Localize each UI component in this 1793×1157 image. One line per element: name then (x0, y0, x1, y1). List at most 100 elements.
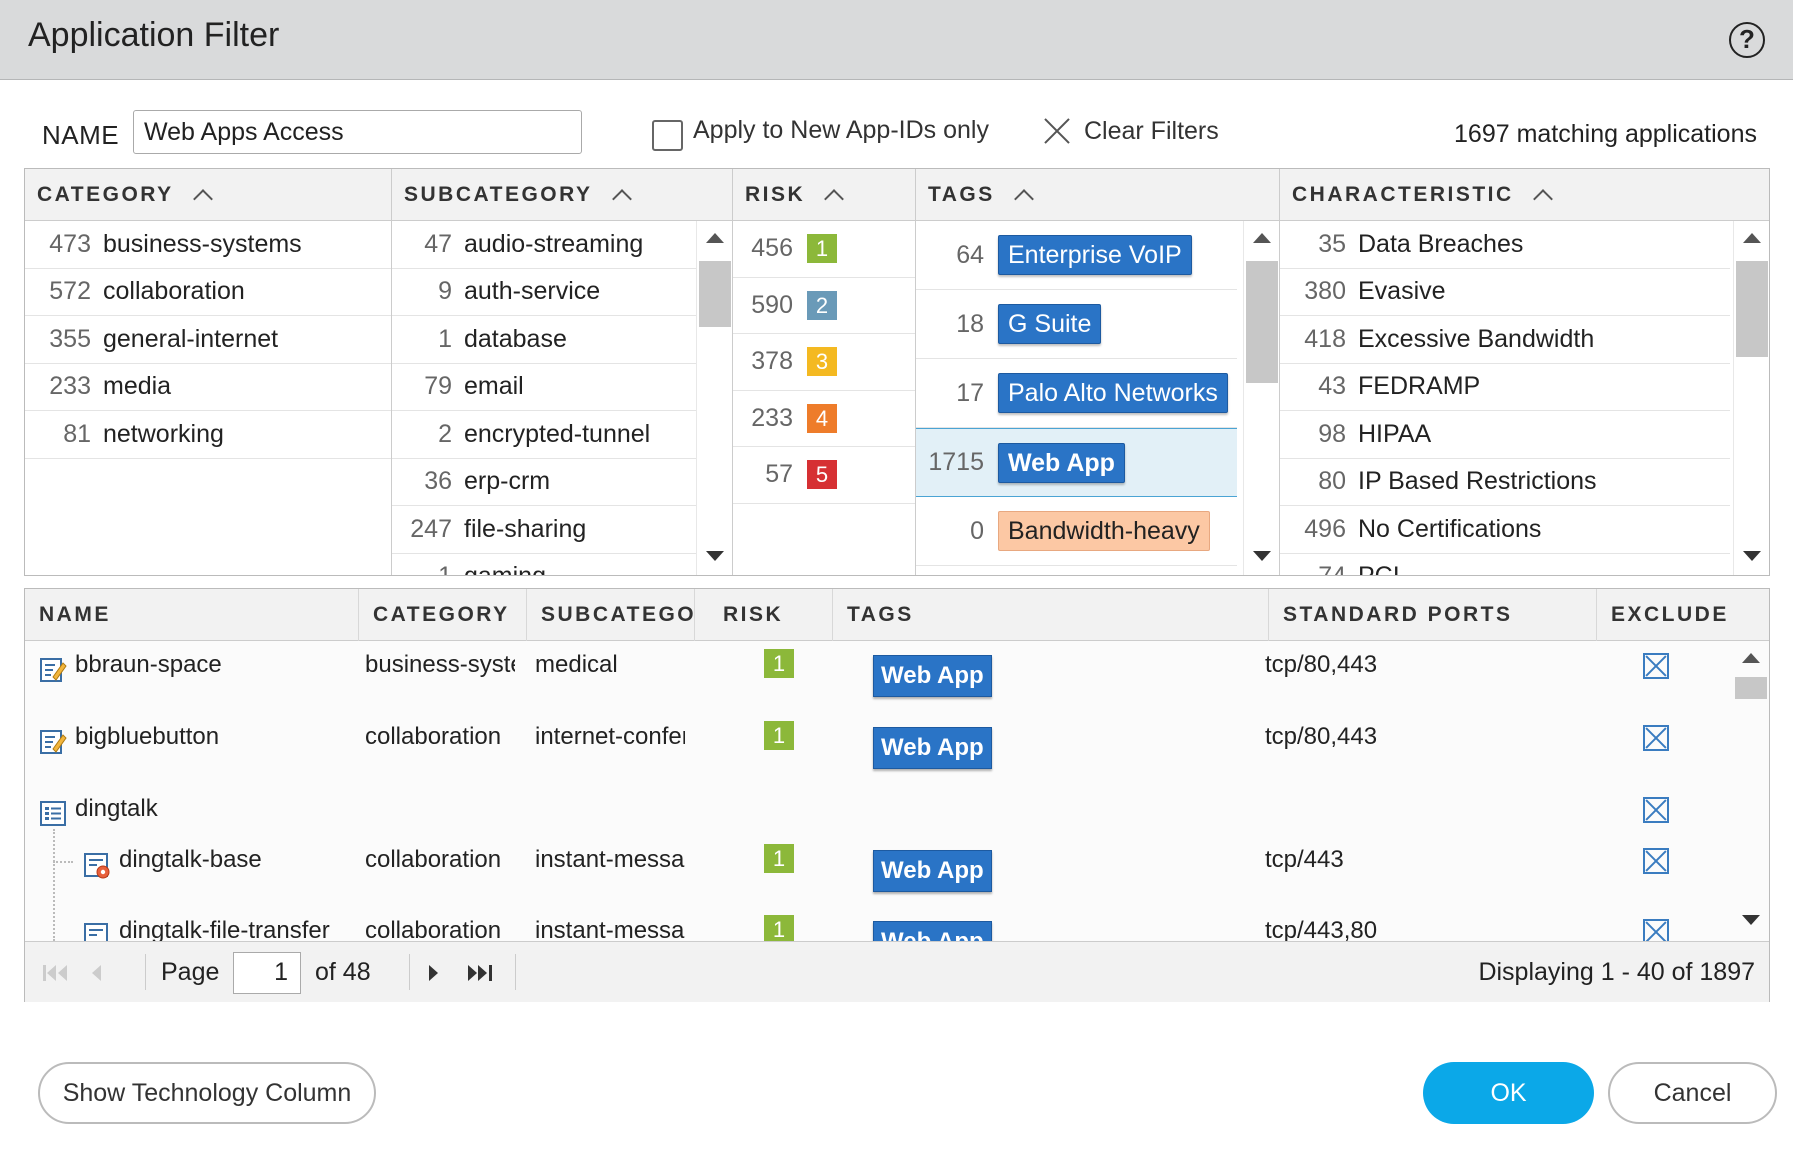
sort-caret-icon[interactable] (1013, 188, 1034, 209)
scroll-up-icon[interactable] (1743, 233, 1761, 243)
prev-page-icon[interactable] (89, 962, 105, 984)
exclude-x-icon[interactable] (1643, 797, 1669, 823)
col-header-risk[interactable]: RISK (695, 589, 833, 641)
scroll-down-icon[interactable] (1742, 915, 1760, 925)
ok-button[interactable]: OK (1423, 1062, 1594, 1124)
app-name[interactable]: dingtalk (75, 795, 158, 822)
subcategory-header[interactable]: SUBCATEGORY (392, 169, 732, 221)
list-item[interactable]: 418 Excessive Bandwidth (1280, 316, 1730, 364)
list-item[interactable]: 64 Enterprise VoIP (916, 221, 1237, 290)
list-item[interactable]: 496 No Certifications (1280, 506, 1730, 554)
list-item[interactable]: 1 gaming (392, 554, 697, 575)
scroll-down-icon[interactable] (1743, 551, 1761, 561)
list-item[interactable]: 378 3 (733, 334, 915, 391)
exclude-x-icon[interactable] (1643, 919, 1669, 941)
col-header-name[interactable]: NAME (25, 589, 359, 641)
sort-caret-icon[interactable] (192, 188, 213, 209)
col-header-category[interactable]: CATEGORY (359, 589, 527, 641)
exclude-x-icon[interactable] (1643, 653, 1669, 679)
subcategory-scrollbar[interactable] (696, 221, 732, 575)
list-item-selected[interactable]: 1715 Web App (916, 428, 1237, 497)
list-item[interactable]: 572 collaboration (25, 269, 391, 316)
cancel-button[interactable]: Cancel (1608, 1062, 1777, 1124)
app-name[interactable]: bigbluebutton (75, 723, 220, 750)
clear-filters-button[interactable]: Clear Filters (1042, 114, 1219, 148)
scroll-thumb[interactable] (1735, 677, 1767, 699)
sort-caret-icon[interactable] (611, 188, 632, 209)
list-item[interactable]: 247 file-sharing (392, 506, 697, 554)
list-item[interactable]: 81 networking (25, 411, 391, 459)
list-item[interactable]: 57 5 (733, 447, 915, 504)
tags-scrollbar[interactable] (1243, 221, 1279, 575)
list-item[interactable]: 233 4 (733, 391, 915, 447)
app-subcategory: internet-conferencing (535, 723, 685, 750)
col-header-ports[interactable]: STANDARD PORTS (1269, 589, 1597, 641)
app-group-icon (40, 801, 66, 826)
item-label: PCI (1358, 562, 1400, 575)
scroll-down-icon[interactable] (706, 551, 724, 561)
exclude-x-icon[interactable] (1643, 848, 1669, 874)
list-item[interactable]: 380 Evasive (1280, 269, 1730, 316)
app-edit-icon (40, 730, 67, 754)
list-item[interactable]: 47 audio-streaming (392, 221, 697, 269)
list-item[interactable]: 17 Palo Alto Networks (916, 359, 1237, 428)
list-item[interactable]: 43 FEDRAMP (1280, 364, 1730, 411)
exclude-x-icon[interactable] (1643, 725, 1669, 751)
next-page-icon[interactable] (425, 962, 441, 984)
list-item[interactable]: 74 PCI (1280, 554, 1730, 575)
app-name[interactable]: dingtalk-base (119, 846, 262, 873)
name-input[interactable] (133, 110, 582, 154)
list-item[interactable]: 9 auth-service (392, 269, 697, 316)
col-header-tags[interactable]: TAGS (833, 589, 1269, 641)
show-technology-column-button[interactable]: Show Technology Column (38, 1062, 376, 1124)
app-name[interactable]: bbraun-space (75, 651, 222, 678)
app-ports: tcp/80,443 (1265, 723, 1378, 750)
scroll-down-icon[interactable] (1253, 551, 1271, 561)
list-item[interactable]: 355 general-internet (25, 316, 391, 364)
grid-scrollbar[interactable] (1733, 641, 1769, 941)
help-icon[interactable]: ? (1729, 22, 1765, 58)
scroll-thumb[interactable] (1736, 261, 1768, 357)
list-item[interactable]: 36 erp-crm (392, 459, 697, 506)
col-header-exclude[interactable]: EXCLUDE (1611, 603, 1729, 626)
list-item[interactable]: 233 media (25, 364, 391, 411)
list-item[interactable]: 473 business-systems (25, 221, 391, 269)
tag-chip: G Suite (998, 304, 1102, 344)
tag-chip: Enterprise VoIP (998, 235, 1192, 275)
category-header[interactable]: CATEGORY (25, 169, 391, 221)
scroll-up-icon[interactable] (1253, 233, 1271, 243)
list-item[interactable]: 590 2 (733, 278, 915, 334)
list-item[interactable]: 35 Data Breaches (1280, 221, 1730, 269)
scroll-thumb[interactable] (699, 261, 731, 327)
name-row: NAME Apply to New App-IDs only Clear Fil… (0, 108, 1793, 158)
list-item[interactable]: 1 database (392, 316, 697, 364)
list-item[interactable]: 98 HIPAA (1280, 411, 1730, 459)
item-label: collaboration (103, 277, 245, 306)
risk-header[interactable]: RISK (733, 169, 915, 221)
last-page-icon[interactable] (465, 962, 495, 984)
app-name[interactable]: dingtalk-file-transfer (119, 917, 330, 941)
sort-caret-icon[interactable] (824, 188, 845, 209)
app-category: collaboration (365, 723, 502, 750)
item-count: 74 (1280, 562, 1346, 575)
col-header-subcategory[interactable]: SUBCATEGORY (527, 589, 695, 641)
list-item[interactable]: 2 encrypted-tunnel (392, 411, 697, 459)
list-item[interactable]: 80 IP Based Restrictions (1280, 459, 1730, 506)
list-item[interactable]: 456 1 (733, 221, 915, 278)
list-item[interactable]: 79 email (392, 364, 697, 411)
scroll-up-icon[interactable] (706, 233, 724, 243)
sort-caret-icon[interactable] (1532, 188, 1553, 209)
characteristic-header[interactable]: CHARACTERISTIC (1280, 169, 1769, 221)
tags-header[interactable]: TAGS (916, 169, 1279, 221)
scroll-up-icon[interactable] (1742, 653, 1760, 663)
list-item[interactable]: 18 G Suite (916, 290, 1237, 359)
page-number-input[interactable]: 1 (233, 952, 301, 994)
item-count: 1 (392, 562, 452, 575)
list-item[interactable]: 0 Bandwidth-heavy (916, 497, 1237, 566)
displaying-count: Displaying 1 - 40 of 1897 (1478, 958, 1755, 986)
first-page-icon[interactable] (41, 962, 71, 984)
characteristic-scrollbar[interactable] (1733, 221, 1769, 575)
scroll-thumb[interactable] (1246, 261, 1278, 383)
apply-new-appids-checkbox[interactable] (652, 120, 683, 151)
dialog-title: Application Filter (28, 16, 280, 54)
